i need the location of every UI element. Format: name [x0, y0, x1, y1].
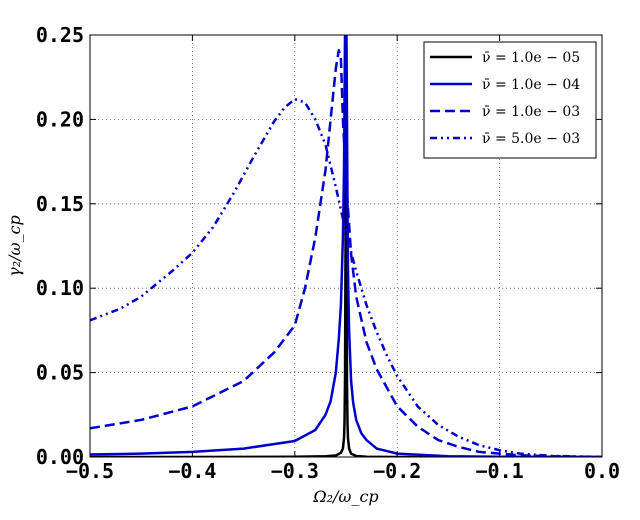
y-tick-label: 0.10 — [36, 276, 84, 300]
series-line — [90, 48, 602, 457]
x-tick-label: −0.4 — [168, 459, 216, 483]
plot-frame — [89, 34, 603, 458]
x-tick-label: 0.0 — [584, 459, 620, 483]
series-layer — [90, 35, 602, 457]
x-tick-labels: −0.5 −0.4 −0.3 −0.2 −0.1 0.0 — [66, 459, 620, 483]
legend: ν̄ = 1.0e − 05 ν̄ = 1.0e − 04 ν̄ = 1.0e − … — [423, 41, 597, 159]
legend-entry: ν̄ = 1.0e − 03 — [482, 104, 580, 120]
y-tick-labels: 0.00 0.05 0.10 0.15 0.20 0.25 — [36, 23, 84, 469]
y-tick-label: 0.00 — [36, 445, 84, 469]
y-axis-label: γ₂/ω_cp — [5, 215, 24, 277]
x-axis-label: Ω₂/ω_cp — [312, 487, 378, 506]
y-tick-label: 0.25 — [36, 23, 84, 47]
legend-entry: ν̄ = 1.0e − 04 — [482, 77, 580, 93]
y-tick-label: 0.15 — [36, 192, 84, 216]
legend-entry: ν̄ = 1.0e − 05 — [482, 50, 580, 66]
y-tick-label: 0.05 — [36, 361, 84, 385]
x-tick-label: −0.3 — [271, 459, 319, 483]
y-tick-label: 0.20 — [36, 107, 84, 131]
series-line — [90, 35, 602, 457]
x-tick-label: −0.2 — [373, 459, 421, 483]
series-line — [90, 35, 602, 457]
ticks — [89, 34, 603, 458]
x-tick-label: −0.1 — [476, 459, 524, 483]
legend-entry: ν̄ = 5.0e − 03 — [482, 131, 580, 147]
x-tick-label: −0.5 — [66, 459, 114, 483]
legend-box — [423, 41, 597, 159]
